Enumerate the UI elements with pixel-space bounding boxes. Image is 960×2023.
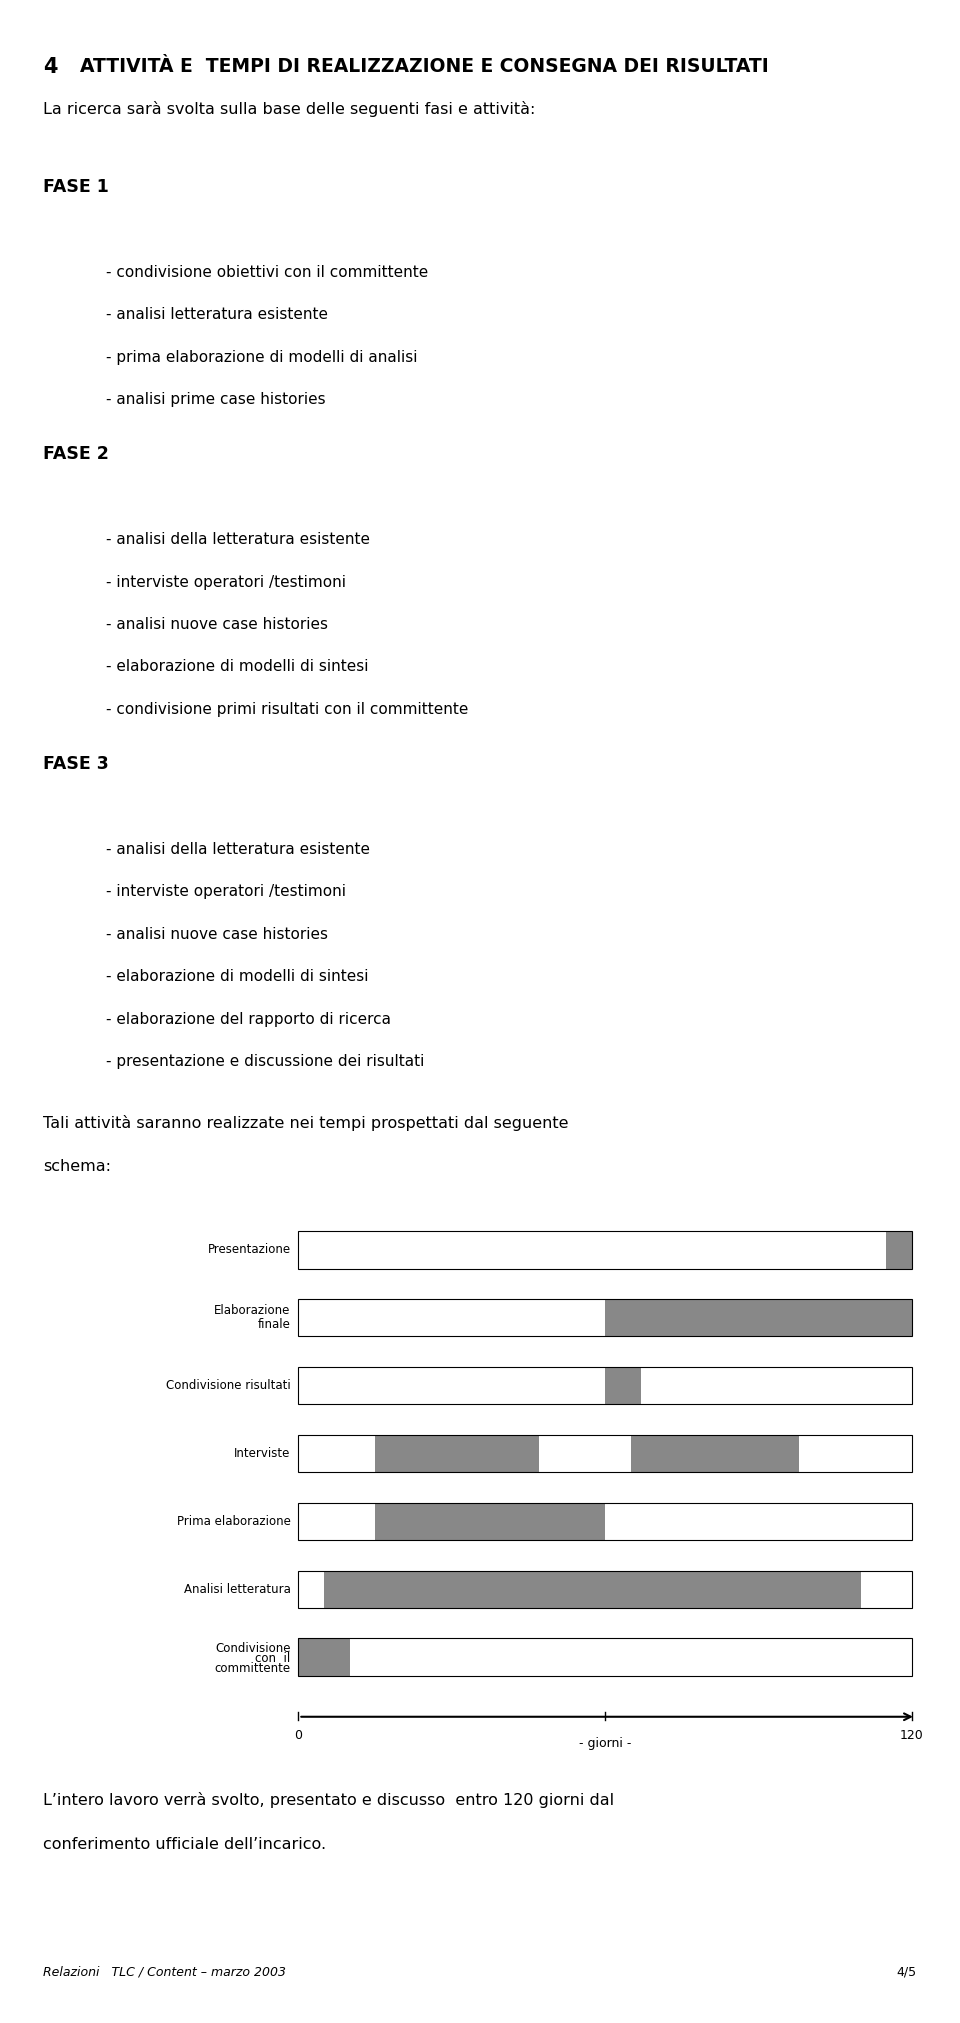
- Text: 4: 4: [43, 57, 58, 77]
- Bar: [299, 1434, 375, 1473]
- Bar: [641, 1368, 912, 1404]
- Bar: [299, 1503, 912, 1540]
- Bar: [324, 1570, 860, 1608]
- Text: Presentazione: Presentazione: [207, 1244, 291, 1256]
- Text: - analisi della letteratura esistente: - analisi della letteratura esistente: [106, 842, 370, 856]
- Bar: [605, 1368, 641, 1404]
- Text: 120: 120: [900, 1730, 924, 1742]
- Bar: [299, 1368, 605, 1404]
- Bar: [299, 1639, 912, 1675]
- Bar: [299, 1299, 912, 1337]
- Text: Tali attività saranno realizzate nei tempi prospettati dal seguente: Tali attività saranno realizzate nei tem…: [43, 1115, 568, 1131]
- Bar: [800, 1434, 912, 1473]
- Bar: [299, 1570, 912, 1608]
- Bar: [375, 1434, 539, 1473]
- Text: - analisi della letteratura esistente: - analisi della letteratura esistente: [106, 532, 370, 546]
- Text: 4/5: 4/5: [897, 1966, 917, 1978]
- Text: finale: finale: [258, 1319, 291, 1331]
- Bar: [299, 1570, 324, 1608]
- Text: - condivisione primi risultati con il committente: - condivisione primi risultati con il co…: [106, 702, 468, 716]
- Text: - giorni -: - giorni -: [579, 1738, 632, 1750]
- Text: 0: 0: [295, 1730, 302, 1742]
- Text: FASE 1: FASE 1: [43, 178, 109, 196]
- Bar: [605, 1299, 886, 1337]
- Text: - prima elaborazione di modelli di analisi: - prima elaborazione di modelli di anali…: [106, 350, 417, 364]
- Text: ATTIVITÀ E  TEMPI DI REALIZZAZIONE E CONSEGNA DEI RISULTATI: ATTIVITÀ E TEMPI DI REALIZZAZIONE E CONS…: [80, 57, 768, 75]
- Text: schema:: schema:: [43, 1159, 111, 1173]
- Text: - analisi nuove case histories: - analisi nuove case histories: [106, 617, 327, 631]
- Bar: [539, 1434, 631, 1473]
- Text: - analisi prime case histories: - analisi prime case histories: [106, 392, 325, 407]
- Bar: [299, 1639, 349, 1675]
- Text: - interviste operatori /testimoni: - interviste operatori /testimoni: [106, 575, 346, 589]
- Bar: [886, 1299, 912, 1337]
- Text: - elaborazione di modelli di sintesi: - elaborazione di modelli di sintesi: [106, 659, 368, 674]
- Bar: [349, 1639, 912, 1675]
- Bar: [299, 1368, 912, 1404]
- Text: con  il: con il: [255, 1653, 291, 1665]
- Text: Relazioni   TLC / Content – marzo 2003: Relazioni TLC / Content – marzo 2003: [43, 1966, 286, 1978]
- Bar: [886, 1232, 912, 1268]
- Bar: [299, 1570, 912, 1608]
- Text: - presentazione e discussione dei risultati: - presentazione e discussione dei risult…: [106, 1054, 424, 1068]
- Bar: [299, 1232, 886, 1268]
- Text: - condivisione obiettivi con il committente: - condivisione obiettivi con il committe…: [106, 265, 428, 279]
- Bar: [299, 1232, 912, 1268]
- Text: Condivisione risultati: Condivisione risultati: [166, 1380, 291, 1392]
- Bar: [375, 1503, 605, 1540]
- Text: FASE 2: FASE 2: [43, 445, 109, 463]
- Bar: [860, 1570, 912, 1608]
- Bar: [299, 1368, 912, 1404]
- Text: Prima elaborazione: Prima elaborazione: [177, 1515, 291, 1527]
- Text: La ricerca sarà svolta sulla base delle seguenti fasi e attività:: La ricerca sarà svolta sulla base delle …: [43, 101, 536, 117]
- Bar: [631, 1434, 800, 1473]
- Bar: [299, 1299, 912, 1337]
- Text: - elaborazione del rapporto di ricerca: - elaborazione del rapporto di ricerca: [106, 1012, 391, 1026]
- Bar: [299, 1434, 912, 1473]
- Bar: [605, 1503, 912, 1540]
- Bar: [299, 1434, 912, 1473]
- Bar: [299, 1232, 912, 1268]
- Text: - analisi nuove case histories: - analisi nuove case histories: [106, 927, 327, 941]
- Text: Interviste: Interviste: [234, 1446, 291, 1461]
- Text: conferimento ufficiale dell’incarico.: conferimento ufficiale dell’incarico.: [43, 1837, 326, 1851]
- Text: committente: committente: [215, 1663, 291, 1675]
- Bar: [299, 1503, 375, 1540]
- Text: L’intero lavoro verrà svolto, presentato e discusso  entro 120 giorni dal: L’intero lavoro verrà svolto, presentato…: [43, 1792, 614, 1809]
- Bar: [299, 1639, 912, 1675]
- Text: FASE 3: FASE 3: [43, 755, 108, 773]
- Bar: [299, 1503, 912, 1540]
- Text: Analisi letteratura: Analisi letteratura: [184, 1582, 291, 1596]
- Text: - interviste operatori /testimoni: - interviste operatori /testimoni: [106, 884, 346, 898]
- Text: - analisi letteratura esistente: - analisi letteratura esistente: [106, 307, 327, 322]
- Bar: [299, 1299, 605, 1337]
- Text: Elaborazione: Elaborazione: [214, 1305, 291, 1317]
- Text: Condivisione: Condivisione: [215, 1643, 291, 1655]
- Text: - elaborazione di modelli di sintesi: - elaborazione di modelli di sintesi: [106, 969, 368, 983]
